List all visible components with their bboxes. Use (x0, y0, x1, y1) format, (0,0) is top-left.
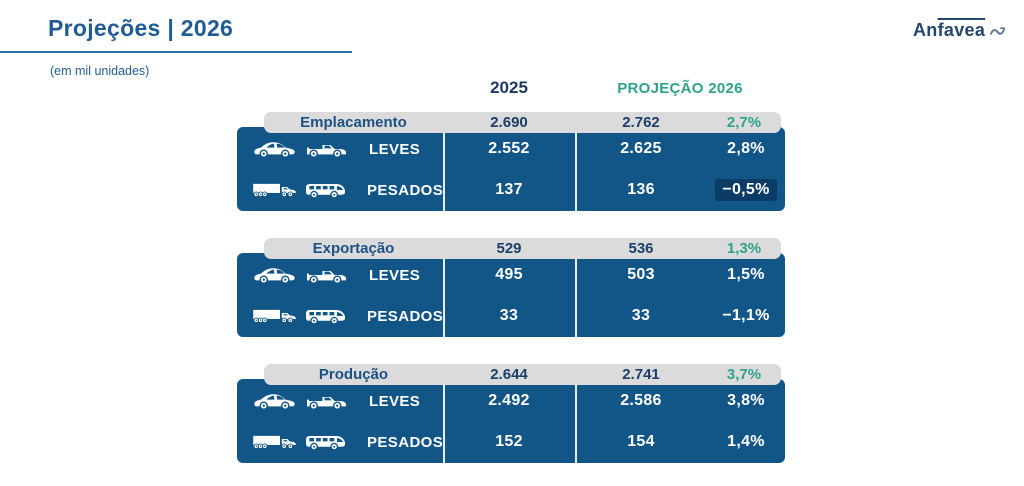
row-label-cell: PESADOS (237, 303, 443, 329)
unit-note: (em mil unidades) (50, 64, 150, 78)
section-producao: Produção 2.644 2.741 3,7% LEVES 2.492 2.… (237, 364, 785, 464)
section-table: LEVES 495 503 1,5% PESADOS 33 33 −1,1% (237, 253, 785, 337)
section-header-bar: Produção 2.644 2.741 3,7% (264, 364, 781, 385)
row-label: LEVES (369, 266, 421, 284)
value-2025: 495 (495, 266, 523, 283)
row-label-cell: LEVES (237, 388, 443, 414)
column-divider (443, 127, 445, 211)
column-headers: 2025 PROJEÇÃO 2026 (237, 76, 785, 100)
table-row-pesados: PESADOS 33 33 −1,1% (237, 295, 785, 337)
row-label-cell: LEVES (237, 136, 443, 162)
row-label: PESADOS (367, 433, 444, 451)
bus-icon (304, 177, 347, 203)
variation-cell: 1,5% (707, 264, 785, 286)
variation-value: 1,4% (727, 433, 765, 450)
semi-truck-icon (252, 177, 297, 203)
section-header-bar: Exportação 529 536 1,3% (264, 238, 781, 259)
variation-cell: −0,5% (707, 179, 785, 201)
total-2026: 536 (628, 240, 654, 257)
row-label-cell: PESADOS (237, 177, 443, 203)
value-2025: 33 (499, 307, 519, 324)
variation-value: −0,5% (715, 179, 777, 201)
value-2025: 152 (495, 433, 523, 450)
column-divider (575, 253, 577, 337)
table-row-pesados: PESADOS 137 136 −0,5% (237, 169, 785, 211)
column-divider (575, 379, 577, 463)
section-table: LEVES 2.552 2.625 2,8% PESADOS 137 136 −… (237, 127, 785, 211)
total-2026: 2.741 (622, 366, 660, 383)
total-2025: 529 (496, 240, 522, 257)
column-header-2025: 2025 (490, 78, 528, 97)
variation-value: 3,8% (727, 392, 765, 409)
total-variation: 3,7% (726, 366, 762, 383)
value-2025: 2.552 (488, 140, 530, 157)
table-row-leves: LEVES 495 503 1,5% (237, 254, 785, 296)
row-label: PESADOS (367, 307, 444, 325)
section-header-bar: Emplacamento 2.690 2.762 2,7% (264, 112, 781, 133)
column-header-projecao-2026: PROJEÇÃO 2026 (617, 79, 743, 97)
column-divider (575, 127, 577, 211)
variation-cell: 3,8% (707, 390, 785, 412)
total-variation: 1,3% (726, 240, 762, 257)
section-emplacamento: Emplacamento 2.690 2.762 2,7% LEVES 2.55… (237, 112, 785, 212)
value-2026: 2.586 (620, 392, 662, 409)
total-2025: 2.690 (490, 114, 528, 131)
pickup-truck-icon (304, 262, 349, 288)
semi-truck-icon (252, 303, 297, 329)
row-label-cell: LEVES (237, 262, 443, 288)
section-title: Exportação (312, 240, 395, 257)
row-label: LEVES (369, 392, 421, 410)
value-2026: 33 (631, 307, 651, 324)
variation-cell: 2,8% (707, 138, 785, 160)
table-row-pesados: PESADOS 152 154 1,4% (237, 421, 785, 463)
section-exportacao: Exportação 529 536 1,3% LEVES 495 503 1,… (237, 238, 785, 338)
total-2026: 2.762 (622, 114, 660, 131)
section-table: LEVES 2.492 2.586 3,8% PESADOS 152 154 1… (237, 379, 785, 463)
car-icon (252, 136, 297, 162)
bus-icon (304, 429, 347, 455)
section-title: Produção (318, 366, 389, 383)
row-label: LEVES (369, 140, 421, 158)
value-2026: 154 (627, 433, 655, 450)
value-2026: 503 (627, 266, 655, 283)
bus-icon (304, 303, 347, 329)
table-row-leves: LEVES 2.552 2.625 2,8% (237, 128, 785, 170)
anfavea-logo: Anfavea (913, 20, 1006, 41)
anfavea-mark-icon (990, 26, 1006, 35)
variation-value: −1,1% (722, 307, 770, 324)
value-2026: 2.625 (620, 140, 662, 157)
value-2025: 137 (495, 181, 523, 198)
pickup-truck-icon (304, 136, 349, 162)
variation-value: 1,5% (727, 266, 765, 283)
total-2025: 2.644 (490, 366, 528, 383)
page-title: Projeções | 2026 (48, 15, 234, 41)
row-label-cell: PESADOS (237, 429, 443, 455)
row-label: PESADOS (367, 181, 444, 199)
title-underline (0, 51, 352, 53)
section-title: Emplacamento (300, 114, 407, 131)
value-2026: 136 (627, 181, 655, 198)
column-divider (443, 379, 445, 463)
table-row-leves: LEVES 2.492 2.586 3,8% (237, 380, 785, 422)
car-icon (252, 388, 297, 414)
variation-value: 2,8% (727, 140, 765, 157)
semi-truck-icon (252, 429, 297, 455)
column-divider (443, 253, 445, 337)
variation-cell: −1,1% (707, 305, 785, 327)
value-2025: 2.492 (488, 392, 530, 409)
variation-cell: 1,4% (707, 431, 785, 453)
logo-text: Anfavea (913, 20, 986, 40)
car-icon (252, 262, 297, 288)
total-variation: 2,7% (726, 114, 762, 131)
pickup-truck-icon (304, 388, 349, 414)
